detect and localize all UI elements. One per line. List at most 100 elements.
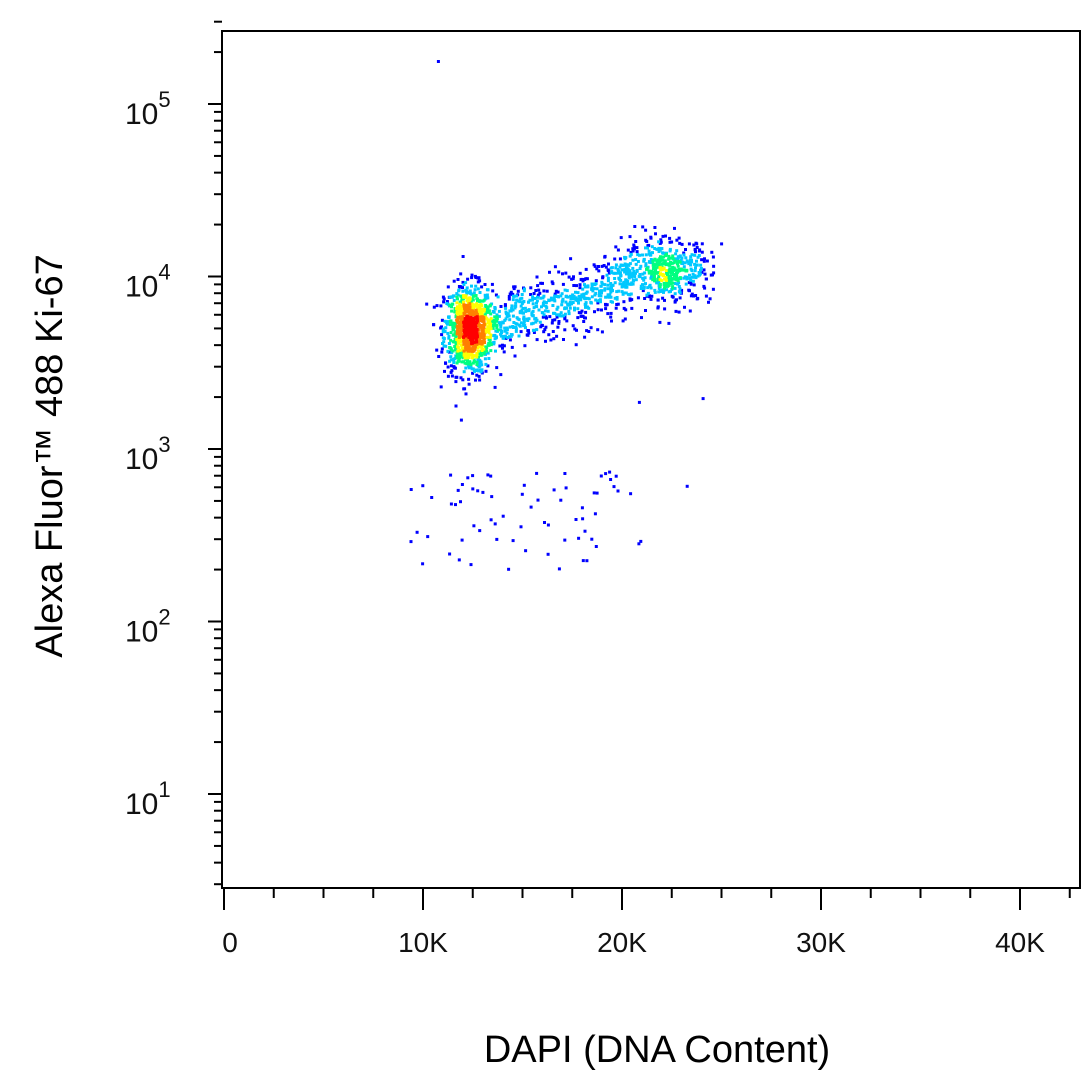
data-point: [522, 319, 526, 323]
data-point: [499, 323, 503, 326]
data-point: [436, 60, 440, 63]
data-point: [471, 332, 475, 336]
data-point: [461, 322, 465, 326]
data-point: [678, 276, 682, 280]
data-point: [460, 299, 464, 303]
data-point: [462, 323, 466, 327]
data-point: [675, 268, 679, 272]
data-point: [671, 281, 675, 285]
data-point: [471, 313, 475, 317]
data-point: [482, 347, 486, 351]
data-point: [677, 277, 681, 281]
data-point: [624, 291, 628, 295]
data-point: [544, 301, 548, 304]
data-point: [471, 361, 475, 365]
data-point: [629, 252, 633, 256]
data-point: [459, 340, 462, 344]
data-point: [661, 296, 665, 300]
x-axis-title: DAPI (DNA Content): [484, 1029, 830, 1071]
data-point: [563, 288, 567, 292]
data-point: [594, 545, 598, 548]
data-point: [661, 258, 665, 262]
data-point: [530, 311, 534, 315]
data-point: [692, 243, 696, 247]
data-point: [507, 297, 511, 301]
data-point: [548, 315, 552, 319]
data-point: [632, 245, 636, 249]
data-point: [450, 374, 454, 378]
data-point: [511, 298, 515, 302]
data-point: [441, 327, 445, 331]
data-point: [471, 371, 475, 375]
data-point: [563, 472, 567, 475]
data-point: [471, 367, 475, 371]
data-point: [519, 525, 523, 529]
data-point: [489, 343, 493, 347]
data-point: [480, 285, 484, 289]
data-point: [534, 316, 538, 320]
data-point: [648, 295, 652, 299]
data-point: [657, 290, 661, 294]
data-point: [702, 268, 706, 272]
data-point: [553, 294, 557, 298]
data-point: [488, 340, 492, 344]
data-point: [486, 319, 490, 322]
data-point: [651, 278, 655, 282]
data-point: [472, 294, 475, 298]
data-point: [559, 294, 563, 298]
data-point: [515, 294, 519, 298]
data-point: [685, 259, 689, 263]
data-point: [527, 309, 531, 313]
data-point: [480, 312, 484, 316]
y-tick-label: 103: [125, 432, 171, 476]
data-point: [460, 360, 464, 364]
data-point: [456, 318, 460, 322]
data-point: [680, 288, 684, 292]
data-point: [454, 342, 458, 346]
data-point: [606, 268, 610, 272]
data-point: [586, 284, 590, 288]
data-point: [465, 352, 469, 356]
data-point: [705, 259, 709, 263]
data-point: [668, 280, 672, 284]
data-point: [689, 260, 692, 264]
data-point: [452, 340, 456, 344]
data-point: [510, 307, 514, 311]
data-point: [698, 248, 702, 252]
data-point: [605, 303, 609, 307]
data-point: [450, 351, 454, 355]
data-point: [695, 297, 699, 301]
data-point: [673, 272, 677, 276]
data-point: [484, 304, 488, 307]
data-point: [458, 355, 462, 358]
data-point: [604, 307, 608, 311]
data-point: [455, 310, 459, 314]
data-point: [461, 309, 465, 313]
data-point: [449, 358, 453, 362]
data-point: [474, 338, 478, 342]
data-point: [461, 289, 465, 293]
data-point: [599, 284, 603, 288]
data-point: [449, 502, 453, 506]
data-point: [634, 258, 638, 261]
data-point: [584, 291, 588, 295]
data-point: [580, 309, 584, 313]
data-point: [644, 228, 648, 232]
data-point: [441, 295, 445, 299]
data-point: [467, 298, 471, 302]
data-point: [503, 334, 507, 338]
data-point: [507, 314, 511, 318]
data-point: [631, 247, 635, 251]
data-point: [605, 295, 609, 299]
data-point: [604, 265, 608, 269]
data-point: [468, 360, 472, 364]
data-point: [664, 278, 668, 282]
data-point: [702, 284, 706, 288]
data-point: [654, 232, 657, 236]
data-point: [594, 279, 598, 283]
data-point: [692, 283, 696, 287]
data-point: [477, 374, 481, 378]
data-point: [689, 294, 693, 298]
data-point: [478, 306, 482, 310]
data-point: [693, 247, 697, 251]
